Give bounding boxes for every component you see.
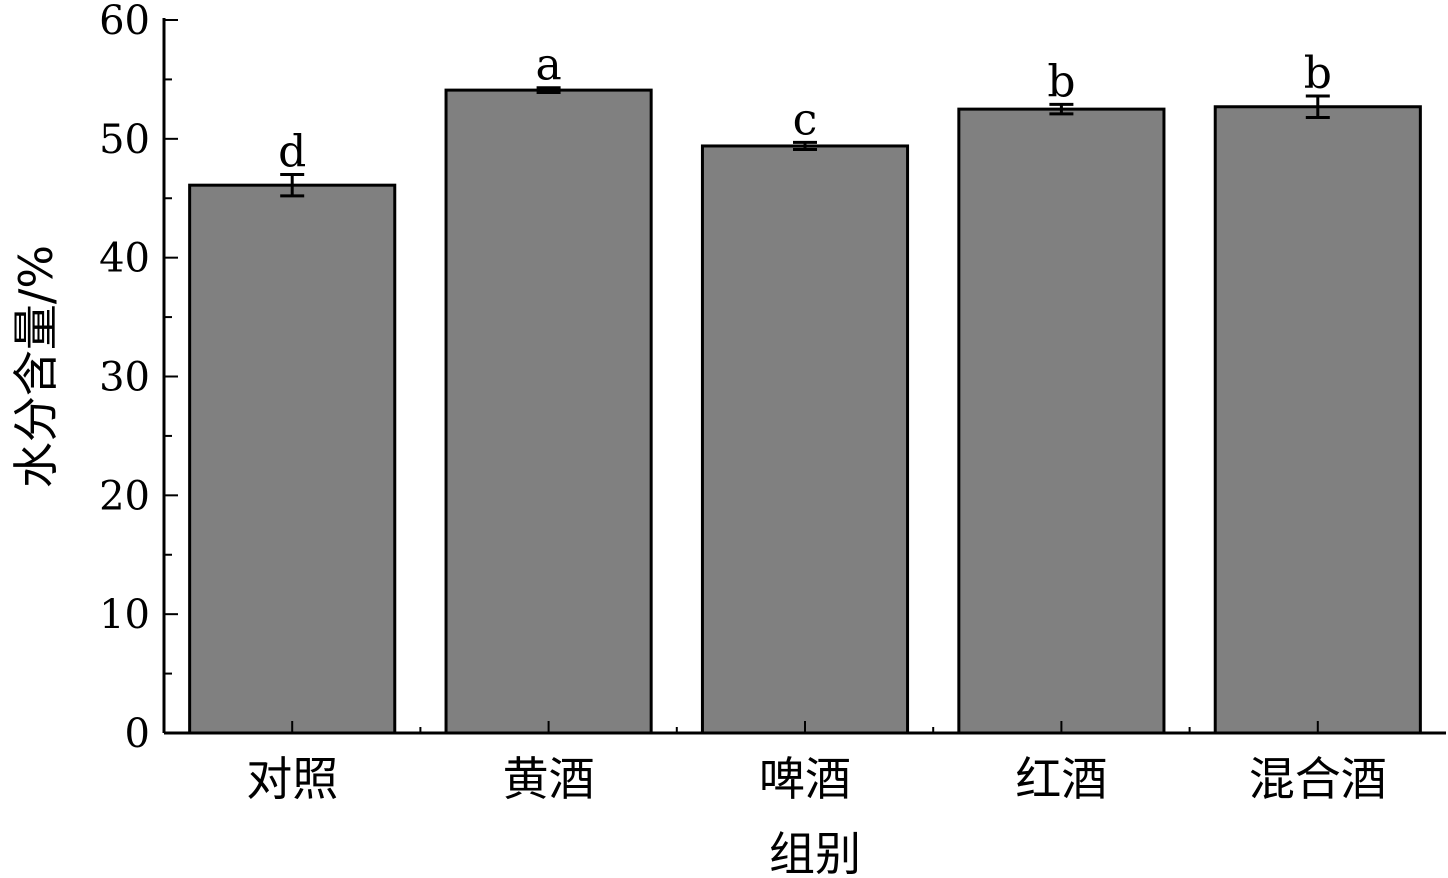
error-bars-layer [280,86,1330,198]
x-ticks-layer: 对照 黄酒 啤酒 红酒 混合酒 [246,721,1387,806]
x-axis-title: 组别 [769,827,861,878]
y-tick-label-40: 40 [99,236,150,282]
error-bar-4 [1049,102,1074,116]
significance-label-3: c [793,94,818,145]
x-tick-label-4: 红酒 [1015,752,1107,806]
y-tick-label-60: 60 [99,0,150,44]
y-axis-title: 水分含量/% [9,245,63,488]
x-tick-label-1: 对照 [246,752,338,806]
significance-label-1: d [278,126,306,177]
bars-layer [188,88,1422,735]
significance-label-5: b [1304,48,1332,99]
error-bar-3 [793,140,817,152]
y-tick-label-0: 0 [125,711,150,757]
bar-2 [444,88,653,735]
bar-1 [188,183,397,735]
bar-4 [957,107,1166,735]
y-tick-label-10: 10 [99,592,150,638]
x-tick-label-3: 啤酒 [759,752,851,806]
error-bar-2 [536,86,561,94]
error-bar-1 [280,172,305,198]
significance-label-2: a [535,40,561,91]
x-tick-label-5: 混合酒 [1249,752,1387,806]
y-tick-label-20: 20 [99,473,150,519]
y-ticks-layer: 0 10 20 30 40 50 60 [99,0,178,757]
error-bar-5 [1305,94,1330,119]
y-tick-label-30: 30 [99,355,150,401]
bar-5 [1213,105,1422,735]
significance-label-4: b [1047,56,1075,107]
x-tick-label-2: 黄酒 [503,752,595,806]
significance-labels-layer: d a c b b [278,40,1332,178]
y-tick-label-50: 50 [99,117,150,163]
bar-3 [700,144,910,735]
